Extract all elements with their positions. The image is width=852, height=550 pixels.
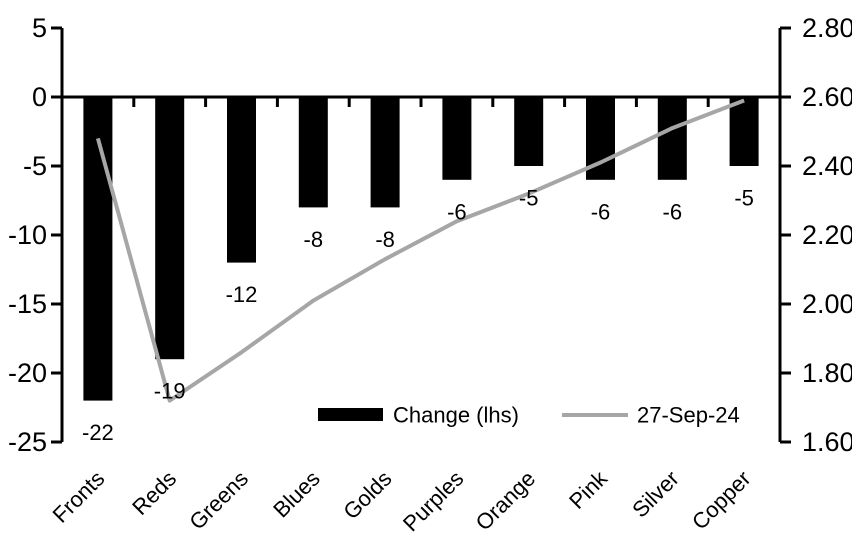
legend-label-27-sep-24: 27-Sep-24 bbox=[637, 403, 740, 428]
bar-orange bbox=[514, 97, 544, 166]
right-axis-tick-label: 2.60 bbox=[802, 82, 852, 112]
bar-value-label: -6 bbox=[663, 199, 683, 224]
bar-greens bbox=[227, 97, 256, 263]
bar-value-label: -5 bbox=[734, 186, 754, 211]
left-axis-tick-label: -25 bbox=[8, 427, 47, 457]
left-axis-tick-label: -15 bbox=[8, 289, 47, 319]
bar-value-label: -12 bbox=[226, 282, 258, 307]
bar-reds bbox=[155, 97, 185, 360]
category-label-purples: Purples bbox=[398, 466, 468, 536]
bar-copper bbox=[729, 97, 759, 166]
bar-value-label: -19 bbox=[154, 379, 186, 404]
right-axis-tick-label: 2.00 bbox=[802, 289, 852, 319]
line-series-27-sep-24 bbox=[95, 98, 745, 403]
bar-value-label: -6 bbox=[591, 199, 611, 224]
left-axis-tick-label: -10 bbox=[8, 220, 47, 250]
bar-blues bbox=[298, 97, 328, 208]
category-label-silver: Silver bbox=[627, 466, 684, 523]
bar-purples bbox=[442, 97, 472, 180]
category-label-golds: Golds bbox=[338, 466, 396, 524]
right-axis-tick-label: 2.20 bbox=[802, 220, 852, 250]
category-label-fronts: Fronts bbox=[48, 466, 110, 528]
left-axis-tick-label: 5 bbox=[32, 13, 47, 43]
bar-value-label: -6 bbox=[447, 199, 467, 224]
right-axis-tick-label: 2.40 bbox=[802, 151, 852, 181]
bar-fronts bbox=[83, 97, 113, 401]
left-axis-tick-label: -20 bbox=[8, 358, 47, 388]
category-label-reds: Reds bbox=[127, 466, 181, 520]
bar-value-label: -8 bbox=[375, 227, 395, 252]
category-label-pink: Pink bbox=[564, 465, 613, 514]
bar-value-label: -8 bbox=[304, 227, 324, 252]
category-label-copper: Copper bbox=[687, 466, 756, 535]
legend-label-change-lhs: Change (lhs) bbox=[393, 403, 519, 428]
legend-bar-swatch bbox=[318, 408, 383, 421]
right-axis-tick-label: 2.80 bbox=[802, 13, 852, 43]
left-axis-tick-label: -5 bbox=[23, 151, 47, 181]
bar-value-label: -22 bbox=[82, 420, 114, 445]
category-label-orange: Orange bbox=[471, 466, 541, 536]
right-axis-tick-label: 1.60 bbox=[802, 427, 852, 457]
category-label-blues: Blues bbox=[268, 466, 325, 523]
category-label-greens: Greens bbox=[184, 466, 253, 535]
bar-golds bbox=[370, 97, 400, 208]
left-axis-tick-label: 0 bbox=[32, 82, 47, 112]
bar-silver bbox=[657, 97, 687, 180]
right-axis-tick-label: 1.80 bbox=[802, 358, 852, 388]
bar-value-label: -5 bbox=[519, 186, 539, 211]
